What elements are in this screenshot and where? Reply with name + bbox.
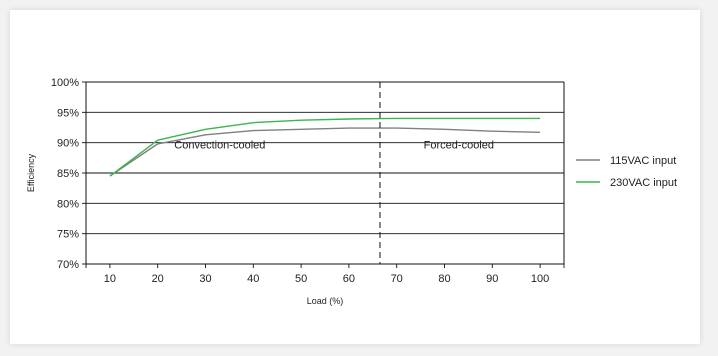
series-layer (109, 117, 541, 177)
series-line-1 (109, 117, 541, 177)
xtick-label: 60 (343, 273, 355, 285)
ytick-label: 95% (57, 107, 79, 119)
ytick-label: 85% (57, 168, 79, 180)
chart-card: 70% 75% 80% 85% 90% 95% 100% 10 20 30 40 50 60 70 80 90… (10, 10, 700, 344)
axis-layer: 70% 75% 80% 85% 90% 95% 100% 10 20 30 40 50 60 70 80 90… (26, 77, 565, 306)
annotation-layer: Convection-cooled Forced-cooled (174, 82, 494, 264)
legend: 115VAC input 230VAC input (576, 155, 677, 189)
x-axis-title: Load (%) (307, 296, 344, 306)
legend-label-0: 115VAC input (610, 155, 676, 167)
series-line-0 (109, 127, 541, 177)
legend-label-1: 230VAC input (610, 177, 677, 189)
xtick-label: 40 (247, 273, 259, 285)
ytick-label: 90% (57, 138, 79, 150)
region-label-1: Forced-cooled (424, 140, 494, 152)
xtick-label: 20 (152, 273, 164, 285)
xtick-label: 100 (531, 273, 549, 285)
efficiency-chart: 70% 75% 80% 85% 90% 95% 100% 10 20 30 40 50 60 70 80 90… (26, 77, 677, 306)
y-axis-title: Efficiency (26, 153, 36, 192)
ytick-label: 75% (57, 229, 79, 241)
xtick-label: 50 (295, 273, 307, 285)
xtick-label: 30 (199, 273, 211, 285)
ytick-label: 80% (57, 198, 79, 210)
grid-layer (86, 81, 564, 265)
xtick-label: 90 (486, 273, 498, 285)
xtick-label: 70 (391, 273, 403, 285)
ytick-label: 70% (57, 259, 79, 271)
xtick-label: 10 (104, 273, 116, 285)
ytick-label: 100% (51, 77, 79, 89)
region-label-0: Convection-cooled (174, 140, 265, 152)
xtick-label: 80 (438, 273, 450, 285)
